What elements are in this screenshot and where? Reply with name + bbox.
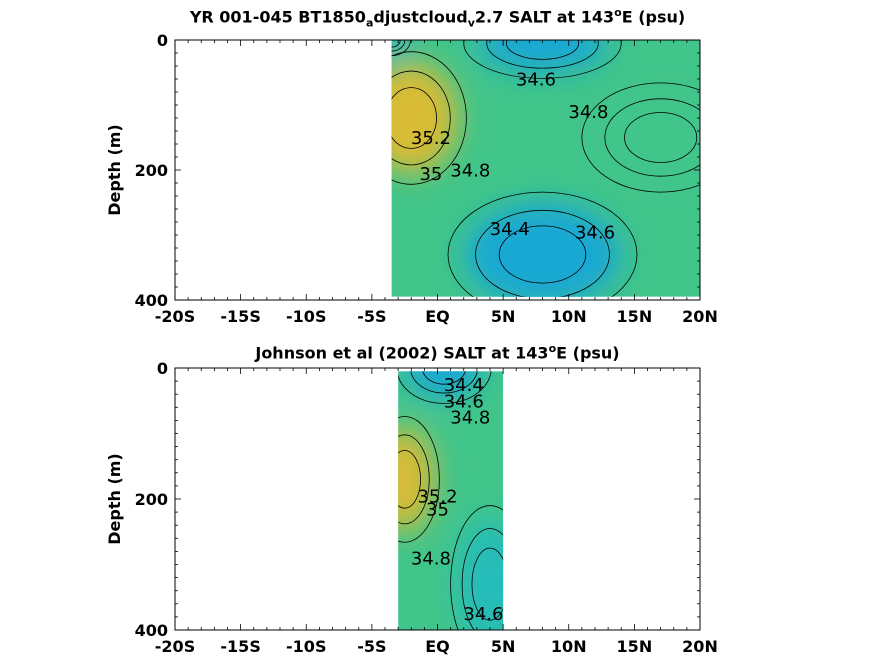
contour-label: 34.6 [575, 222, 615, 243]
y-tick-label: 200 [135, 161, 168, 180]
salinity-feature-0 [391, 40, 408, 53]
contour-line-2-1 [461, 528, 504, 631]
contour-label: 35.2 [411, 128, 451, 149]
y-tick-label: 0 [157, 359, 168, 378]
salinity-feature-4 [595, 92, 700, 183]
y-axis-label: Depth (m) [105, 453, 124, 545]
contour-line-1-0 [398, 450, 421, 509]
x-tick-label: -5S [357, 637, 386, 656]
contour-label: 34.6 [463, 604, 503, 625]
contour-line-2-2 [450, 505, 504, 631]
salinity-feature-3 [391, 62, 458, 174]
x-tick-label: -15S [220, 637, 260, 656]
x-tick-label: -10S [286, 307, 326, 326]
y-tick-label: 200 [135, 490, 168, 509]
x-tick-label: -10S [286, 637, 326, 656]
contour-label: 34.8 [411, 549, 451, 570]
contour-line-4-2 [581, 82, 700, 193]
chart-1-salinity-section: 34.6 34.8 35.2 35 34.8 34.4 34.6 -20S -15S -10S -5… [105, 31, 718, 326]
chart-2-title: Johnson et al (2002) SALT at 143oE (psu) [255, 342, 620, 363]
contour-line-2-0 [498, 225, 587, 284]
x-tick-label: -20S [155, 637, 195, 656]
x-tick-label: 15N [617, 637, 653, 656]
y-tick-label: 400 [135, 621, 168, 640]
contour-label: 34.6 [516, 70, 556, 91]
salinity-field [398, 371, 504, 631]
contour-label: 34.6 [444, 391, 484, 412]
x-tick-label: EQ [425, 307, 450, 326]
contour-line-2-2 [447, 191, 638, 297]
contour-label: 34.4 [490, 219, 530, 240]
x-tick-label: -20S [155, 307, 195, 326]
chart-1-title: YR 001-045 BT1850adjustcloudv2.7 SALT at… [189, 6, 686, 30]
contour-line-1-0 [506, 40, 579, 60]
contour-line-1-1 [398, 434, 430, 525]
x-tick-label: EQ [425, 637, 450, 656]
x-tick-label: 10N [551, 637, 587, 656]
y-tick-label: 400 [135, 291, 168, 310]
contour-line-3-2 [391, 51, 467, 185]
contour-label: 34.4 [444, 375, 484, 396]
contour-line-0-0 [422, 371, 466, 385]
x-tick-label: 5N [491, 307, 516, 326]
x-tick-label: 20N [682, 307, 718, 326]
x-tick-label: 15N [617, 307, 653, 326]
x-tick-label: 10N [551, 307, 587, 326]
contour-line-1-2 [398, 416, 440, 543]
y-tick-label: 0 [157, 31, 168, 50]
y-axis-label: Depth (m) [105, 124, 124, 216]
salinity-field [391, 40, 700, 297]
x-tick-label: 20N [682, 637, 718, 656]
contour-line-4-0 [624, 112, 698, 163]
contour-label: 35.2 [417, 486, 457, 507]
contour-label: 35 [426, 499, 449, 520]
contour-label: 34.8 [450, 408, 490, 429]
x-tick-label: -5S [357, 307, 386, 326]
contour-line-2-1 [475, 209, 610, 297]
contour-line-1-1 [486, 40, 599, 69]
contour-label: 34.8 [568, 102, 608, 123]
contour-line-2-0 [471, 547, 504, 621]
contour-line-3-1 [391, 70, 451, 166]
salinity-feature-2 [463, 202, 622, 297]
contour-line-3-0 [391, 87, 437, 149]
contour-line-0-1 [410, 371, 478, 394]
contour-line-0-2 [398, 371, 492, 404]
contour-label: 34.8 [450, 161, 490, 182]
salinity-feature-2 [457, 518, 504, 631]
contour-label: 35 [419, 164, 442, 185]
x-tick-label: 5N [491, 637, 516, 656]
x-tick-label: -15S [220, 307, 260, 326]
contour-line-1-2 [463, 40, 622, 79]
salinity-feature-1 [476, 40, 609, 73]
contour-line-4-1 [604, 98, 700, 177]
